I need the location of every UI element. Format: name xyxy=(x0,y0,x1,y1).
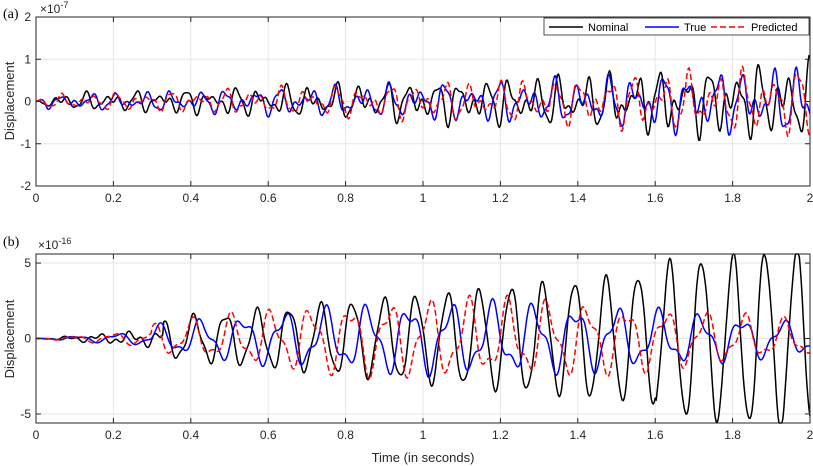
x-tick-label: 1 xyxy=(420,428,427,442)
x-tick-label: 0.2 xyxy=(105,428,122,442)
panel-b-exponent-base: ×10 xyxy=(38,238,59,252)
panel-a-label: (a) xyxy=(3,7,19,22)
x-tick-label: 0.8 xyxy=(337,428,354,442)
x-tick-label: 1.6 xyxy=(647,428,664,442)
x-tick-label: 1.4 xyxy=(569,191,586,205)
legend-label-predicted: Predicted xyxy=(751,22,797,34)
legend-label-nominal: Nominal xyxy=(588,22,628,34)
series-line-predicted xyxy=(35,65,811,138)
x-tick-label: 1 xyxy=(420,191,427,205)
panel-a-chart: 0 0.2 0.4 0.6 0.8 1 1.2 1.4 1.6 1.8 2 -2 -1 0 1 2 (a) ×… xyxy=(2,0,813,205)
x-tick-label: 1.6 xyxy=(647,191,664,205)
y-tick-label: -2 xyxy=(20,179,31,193)
series-line-predicted xyxy=(36,294,811,380)
y-tick-label: -1 xyxy=(20,137,31,151)
x-tick-label: 1.8 xyxy=(724,428,741,442)
x-tick-label: 0 xyxy=(33,191,40,205)
x-tick-label: 0.6 xyxy=(260,428,277,442)
y-tick-label: 1 xyxy=(24,52,31,66)
x-tick-label: 0.4 xyxy=(182,191,199,205)
legend: Nominal True Predicted xyxy=(543,17,810,36)
x-axis-label: Time (in seconds) xyxy=(372,450,475,465)
panel-b-ylabel: Displacement xyxy=(2,299,17,378)
panel-b-grid xyxy=(36,254,810,423)
panel-a-exponent-power: -7 xyxy=(60,0,68,10)
y-tick-label: -5 xyxy=(20,407,31,421)
panel-a-ticks: 0 0.2 0.4 0.6 0.8 1 1.2 1.4 1.6 1.8 2 -2 -1 0 1 2 xyxy=(20,10,813,205)
legend-label-true: True xyxy=(684,22,706,34)
x-tick-label: 1.8 xyxy=(724,191,741,205)
x-tick-label: 0.4 xyxy=(182,428,199,442)
panel-b-ticks: 0 0.2 0.4 0.6 0.8 1 1.2 1.4 1.6 1.8 2-505 xyxy=(20,254,813,442)
x-tick-label: 1.2 xyxy=(492,191,509,205)
panel-a-exponent-base: ×10 xyxy=(40,2,61,16)
panel-b-label: (b) xyxy=(3,235,20,250)
y-tick-label: 2 xyxy=(24,10,31,24)
panel-a-ylabel: Displacement xyxy=(2,61,17,140)
x-tick-label: 1.4 xyxy=(569,428,586,442)
panel-a-series xyxy=(35,54,811,141)
x-tick-label: 0.8 xyxy=(337,191,354,205)
x-tick-label: 1.2 xyxy=(492,428,509,442)
panel-b-chart: 0 0.2 0.4 0.6 0.8 1 1.2 1.4 1.6 1.8 2-505 (b) ×10-… xyxy=(2,235,813,465)
panel-b-exponent-power: -16 xyxy=(58,236,71,246)
panel-a-exponent: ×10-7 xyxy=(40,0,68,16)
x-tick-label: 2 xyxy=(807,191,813,205)
x-tick-label: 0 xyxy=(33,428,40,442)
series-line-true xyxy=(36,297,811,379)
panel-b-series xyxy=(36,253,811,424)
x-tick-label: 2 xyxy=(807,428,813,442)
y-tick-label: 0 xyxy=(24,332,31,346)
x-tick-label: 0.6 xyxy=(260,191,277,205)
y-tick-label: 0 xyxy=(24,95,31,109)
panel-b-exponent: ×10-16 xyxy=(38,236,71,252)
x-tick-label: 0.2 xyxy=(105,191,122,205)
y-tick-label: 5 xyxy=(24,256,31,270)
